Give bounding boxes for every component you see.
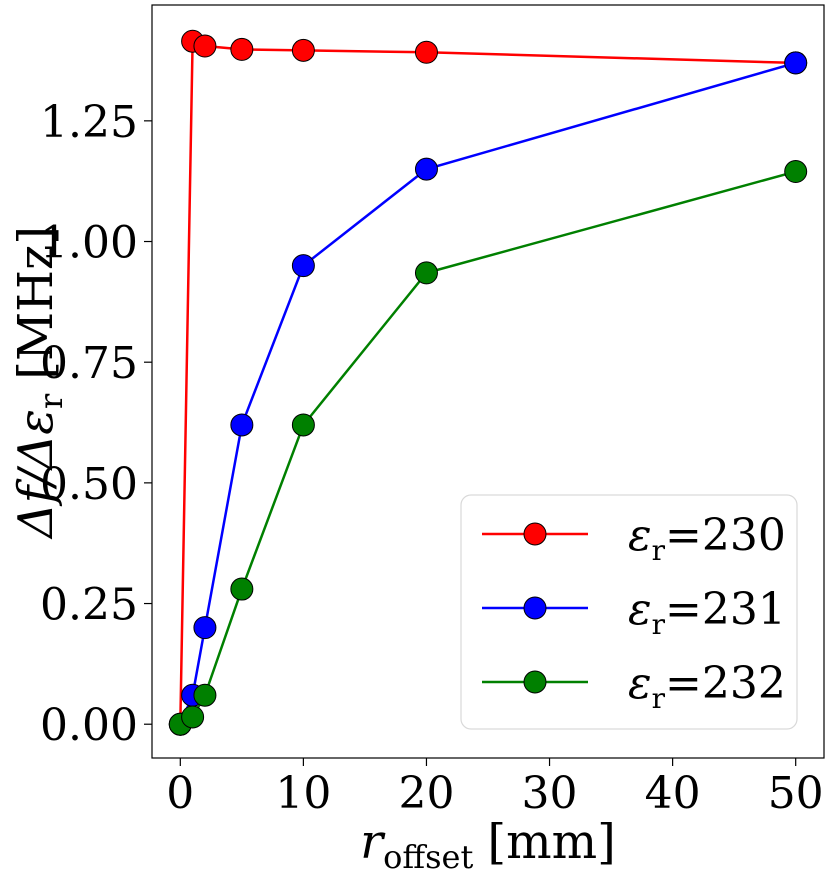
- legend-label-value: =232: [665, 658, 786, 709]
- y-axis-label-sub: r: [32, 393, 70, 409]
- x-axis-label: roffset [mm]: [360, 814, 616, 870]
- legend-label-sub: r: [652, 534, 666, 567]
- y-axis-label-unit: [MHz]: [8, 226, 64, 380]
- legend-entry: εr=232: [482, 658, 786, 715]
- legend-entry: εr=231: [482, 584, 786, 641]
- x-tick-label: 0: [166, 768, 194, 819]
- y-tick-label: 0.00: [40, 700, 138, 751]
- y-axis-label-main: Δf/Δε: [8, 409, 64, 540]
- data-point: [193, 616, 217, 640]
- legend-label-main: ε: [628, 510, 652, 561]
- axis-ticks: 0 10 20 30 40 50 0.00 0.25 0.50 0.75 1.00 1.25: [40, 97, 824, 819]
- legend-entry: εr=230: [482, 510, 786, 567]
- legend-label-main: ε: [628, 584, 652, 635]
- data-point: [181, 705, 205, 729]
- x-axis-label-main: r: [360, 814, 386, 870]
- x-axis-label-unit: [mm]: [487, 814, 615, 870]
- legend-box: [460, 494, 798, 730]
- y-tick-label: 0.75: [40, 338, 138, 389]
- legend-label: εr=231: [628, 584, 786, 641]
- legend-label: εr=232: [628, 658, 786, 715]
- legend-label-value: =231: [665, 584, 786, 635]
- legend-label: εr=230: [628, 510, 786, 567]
- data-point: [291, 254, 315, 278]
- legend-label-sub: r: [652, 682, 666, 715]
- data-point: [230, 37, 254, 61]
- data-point: [291, 413, 315, 437]
- x-tick-label: 30: [522, 768, 578, 819]
- data-point: [414, 157, 438, 181]
- legend-marker: [523, 670, 547, 694]
- data-point: [193, 34, 217, 58]
- data-point: [230, 577, 254, 601]
- legend-label-main: ε: [628, 658, 652, 709]
- data-point: [414, 261, 438, 285]
- x-tick-label: 20: [398, 768, 454, 819]
- x-tick-label: 50: [768, 768, 824, 819]
- y-tick-label: 0.50: [40, 459, 138, 510]
- x-tick-label: 40: [645, 768, 701, 819]
- data-point: [784, 160, 808, 184]
- data-point: [193, 683, 217, 707]
- y-axis-label: Δf/Δεr [MHz]: [8, 226, 70, 540]
- x-axis-label-sub: offset: [383, 838, 473, 870]
- data-point: [784, 51, 808, 75]
- data-point: [291, 38, 315, 62]
- legend-marker: [523, 522, 547, 546]
- legend-marker: [523, 596, 547, 620]
- legend-label-sub: r: [652, 608, 666, 641]
- y-tick-label: 1.25: [40, 97, 138, 148]
- legend-label-value: =230: [665, 510, 786, 561]
- plot-frame: [151, 4, 825, 759]
- y-tick-label: 1.00: [40, 218, 138, 269]
- data-point: [230, 413, 254, 437]
- y-tick-label: 0.25: [40, 580, 138, 631]
- series-layer: [168, 29, 808, 736]
- data-point: [414, 40, 438, 64]
- series-3: [168, 160, 808, 736]
- x-tick-label: 10: [275, 768, 331, 819]
